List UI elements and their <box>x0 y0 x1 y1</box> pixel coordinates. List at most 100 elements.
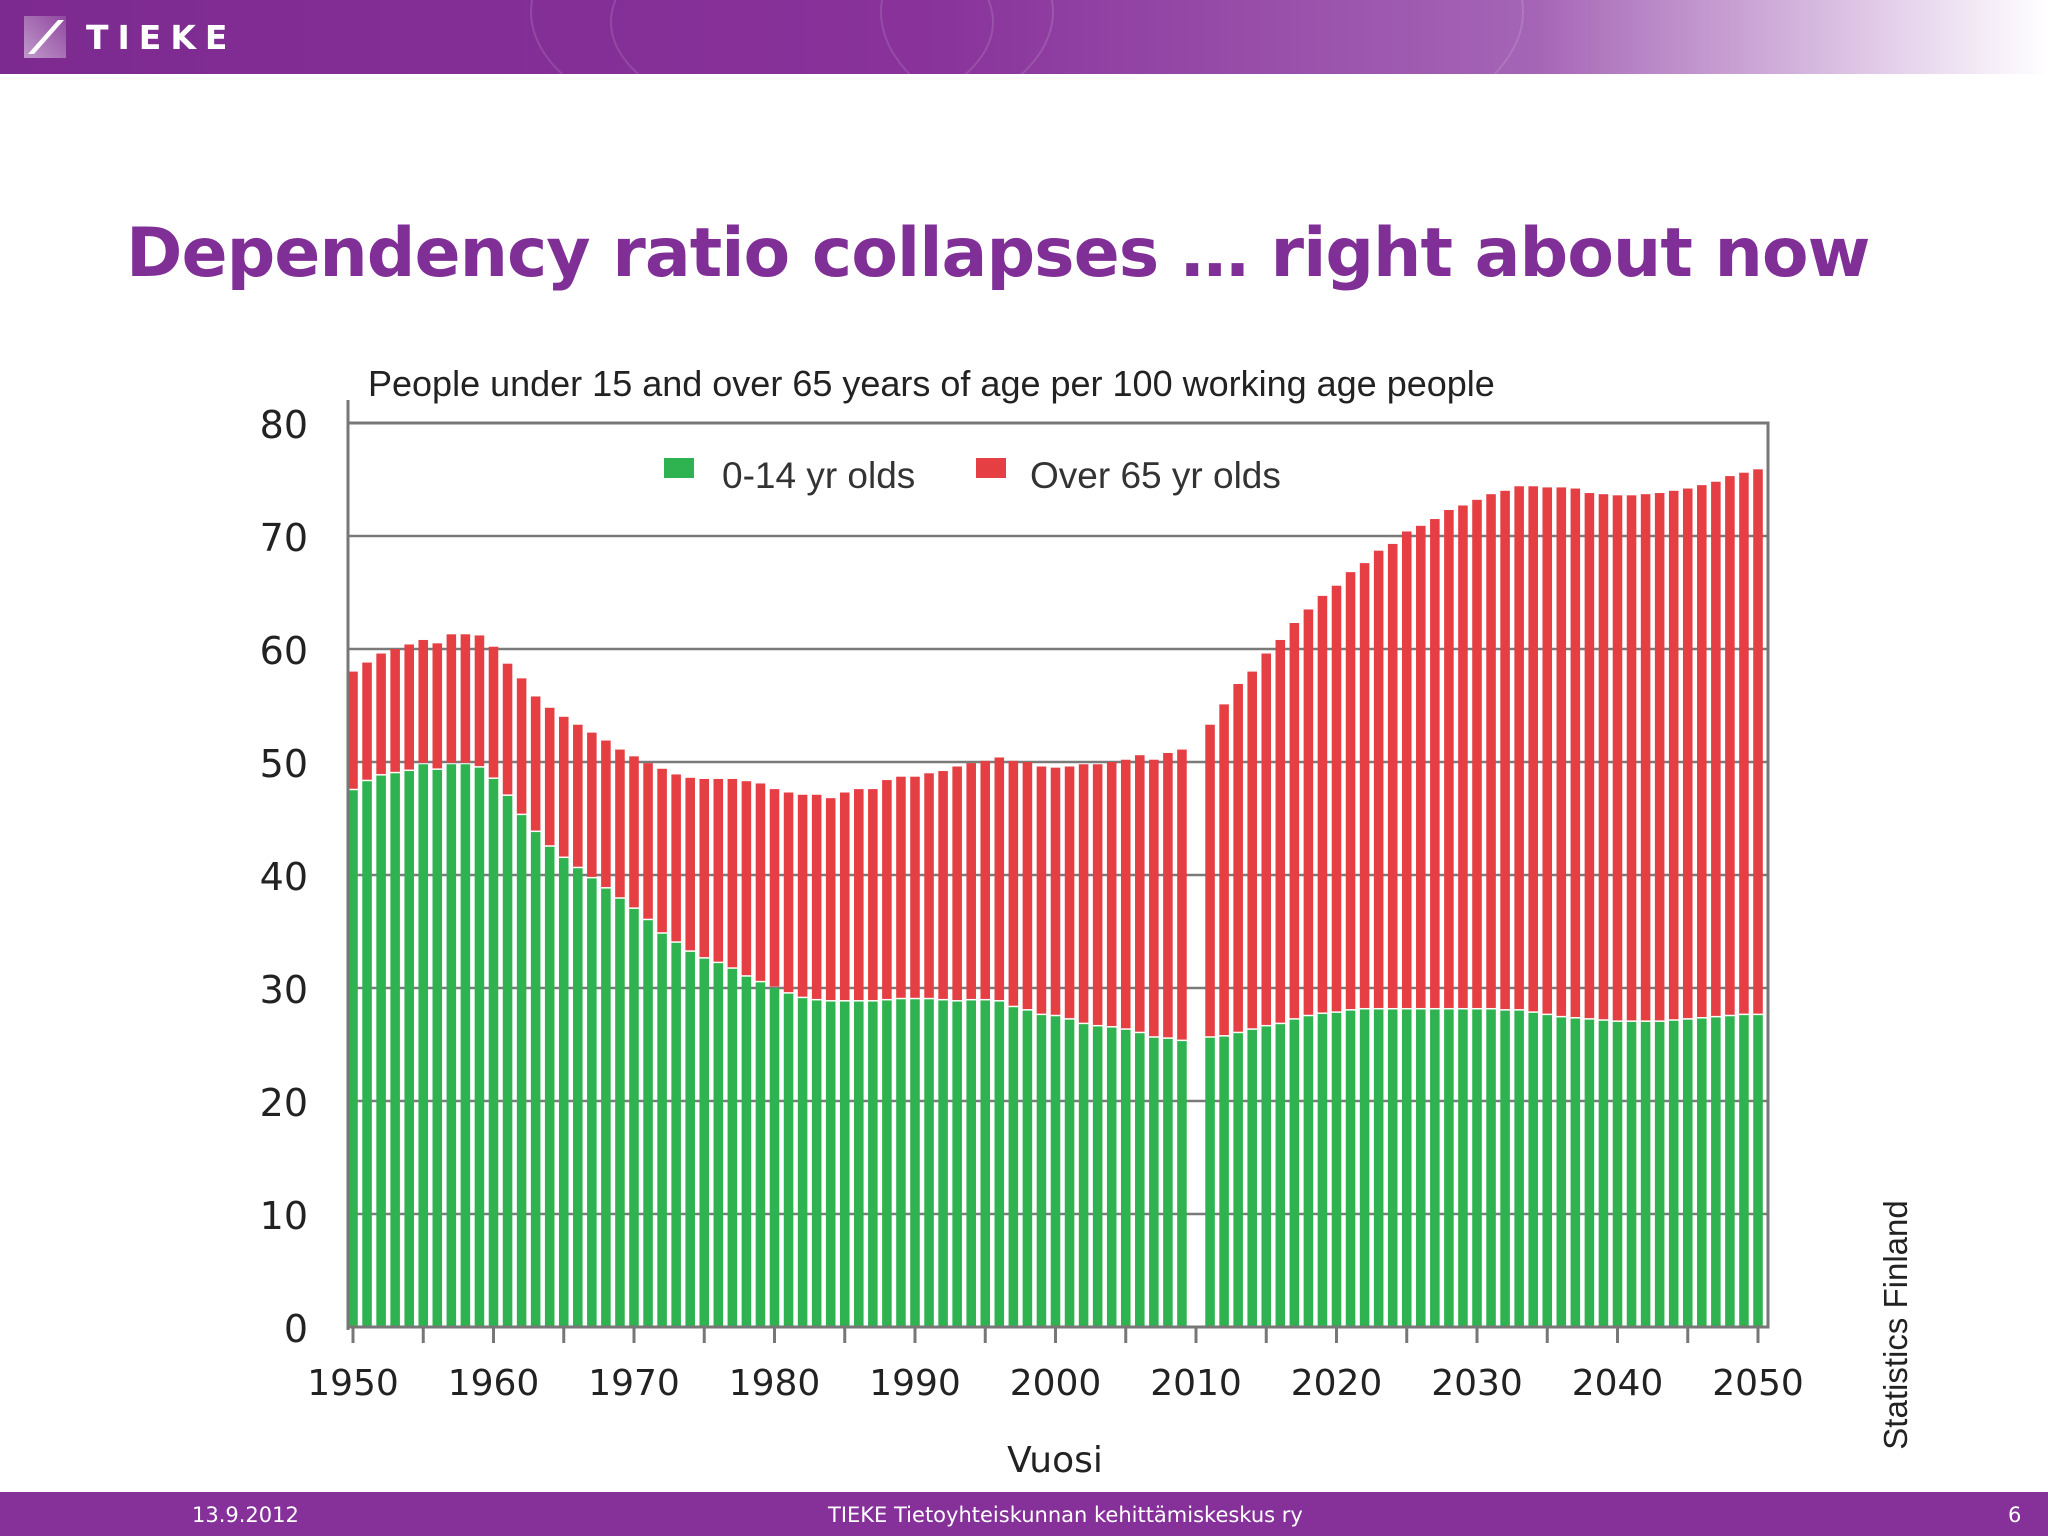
bar-old-1952 <box>376 653 386 775</box>
bar-old-1983 <box>811 794 822 999</box>
bar-young-2040 <box>1612 1021 1623 1327</box>
bar-old-1999 <box>1036 766 1047 1014</box>
tieke-logo: TIEKE <box>22 14 236 60</box>
bar-old-2002 <box>1078 764 1089 1023</box>
bar-young-2037 <box>1570 1018 1581 1327</box>
bar-young-1967 <box>587 878 597 1327</box>
bar-young-2049 <box>1739 1015 1749 1327</box>
bar-young-2020 <box>1331 1012 1342 1327</box>
bar-young-1964 <box>544 846 555 1327</box>
bar-young-1956 <box>432 769 443 1327</box>
x-tick-label: 1990 <box>869 1363 961 1404</box>
footer-organization: TIEKE Tietoyhteiskunnan kehittämiskeskus… <box>828 1503 1303 1527</box>
bar-old-2011 <box>1205 724 1215 1037</box>
bar-old-2027 <box>1430 519 1440 1008</box>
bar-old-1991 <box>924 773 934 998</box>
bar-old-2000 <box>1050 767 1061 1015</box>
bar-old-1970 <box>629 756 639 908</box>
bar-old-1980 <box>769 789 780 987</box>
x-tick-label: 1960 <box>448 1363 540 1404</box>
bar-old-1950 <box>348 671 358 789</box>
bar-old-1969 <box>615 749 625 898</box>
y-tick-label: 20 <box>260 1081 308 1125</box>
bar-young-1985 <box>839 1001 850 1327</box>
bar-old-2047 <box>1711 481 1721 1016</box>
bar-old-2021 <box>1345 572 1356 1010</box>
bar-old-2042 <box>1640 494 1651 1021</box>
bar-young-1957 <box>446 764 457 1327</box>
bar-young-2041 <box>1626 1021 1637 1327</box>
bar-young-1977 <box>727 968 738 1327</box>
bar-old-2046 <box>1697 485 1707 1018</box>
chart-bars <box>348 469 1763 1327</box>
bar-old-1963 <box>530 696 541 831</box>
bar-young-1968 <box>601 888 611 1327</box>
x-tick-label: 2030 <box>1431 1363 1523 1404</box>
chart-title: People under 15 and over 65 years of age… <box>368 363 1495 404</box>
bar-young-1966 <box>573 868 583 1327</box>
x-axis-label: Vuosi <box>1007 1440 1103 1481</box>
bar-young-1984 <box>825 1001 836 1327</box>
bar-old-2031 <box>1486 494 1496 1008</box>
x-tick-label: 2040 <box>1572 1363 1664 1404</box>
bar-young-1958 <box>460 764 471 1327</box>
bar-old-1987 <box>868 789 878 1001</box>
bar-young-1981 <box>783 993 794 1327</box>
footer-bar: 13.9.2012 TIEKE Tietoyhteiskunnan kehitt… <box>0 1492 2048 1536</box>
bar-old-2024 <box>1387 543 1398 1008</box>
bar-young-1962 <box>516 815 527 1327</box>
bar-young-1998 <box>1022 1010 1033 1327</box>
bar-old-2014 <box>1247 671 1257 1029</box>
bar-old-1975 <box>699 778 710 958</box>
bar-young-1976 <box>713 963 724 1327</box>
bar-old-2022 <box>1359 563 1370 1008</box>
bar-young-2022 <box>1359 1009 1370 1327</box>
x-tick-label: 1950 <box>307 1363 399 1404</box>
bar-old-1957 <box>446 634 457 763</box>
legend-label-old: Over 65 yr olds <box>1030 455 1281 496</box>
bar-young-2006 <box>1135 1033 1145 1327</box>
bar-old-2039 <box>1598 494 1609 1020</box>
bar-young-1973 <box>671 942 681 1327</box>
bar-old-2028 <box>1444 510 1454 1008</box>
y-tick-label: 0 <box>284 1307 308 1351</box>
bar-young-1995 <box>980 1000 991 1327</box>
bar-young-1992 <box>938 1000 948 1327</box>
bar-old-2019 <box>1317 595 1328 1013</box>
bar-old-1968 <box>601 740 611 888</box>
bar-young-1971 <box>643 920 653 1327</box>
bar-old-2016 <box>1275 639 1286 1023</box>
bar-old-1976 <box>713 778 724 962</box>
bar-young-1993 <box>952 1001 962 1327</box>
bar-young-1955 <box>418 764 429 1327</box>
bar-old-1989 <box>896 776 906 998</box>
bar-old-1982 <box>797 794 808 997</box>
bar-old-1973 <box>671 774 681 942</box>
bar-young-2031 <box>1486 1009 1496 1327</box>
bar-young-2034 <box>1528 1012 1538 1327</box>
footer-date: 13.9.2012 <box>192 1503 299 1527</box>
bar-old-1981 <box>783 792 794 993</box>
bar-old-1998 <box>1022 762 1033 1010</box>
bar-young-1970 <box>629 908 639 1327</box>
x-tick-label: 2050 <box>1712 1363 1804 1404</box>
bar-young-2004 <box>1106 1027 1117 1327</box>
bar-young-2013 <box>1233 1033 1243 1327</box>
bar-young-2027 <box>1430 1009 1440 1327</box>
bar-old-1958 <box>460 634 471 763</box>
bar-old-1971 <box>643 763 653 919</box>
bar-young-2003 <box>1092 1026 1103 1327</box>
bar-old-2023 <box>1373 550 1384 1008</box>
bar-old-2040 <box>1612 495 1623 1021</box>
bar-young-1952 <box>376 775 386 1327</box>
bar-young-1988 <box>882 1000 892 1327</box>
bar-young-1996 <box>994 1001 1005 1327</box>
bar-young-1950 <box>348 790 358 1327</box>
bar-old-1972 <box>657 768 667 933</box>
bar-young-2036 <box>1556 1017 1567 1327</box>
bar-old-1984 <box>825 798 836 1001</box>
bar-young-2017 <box>1289 1019 1300 1327</box>
bar-young-2035 <box>1542 1015 1553 1327</box>
header-bar: TIEKE <box>0 0 2048 74</box>
